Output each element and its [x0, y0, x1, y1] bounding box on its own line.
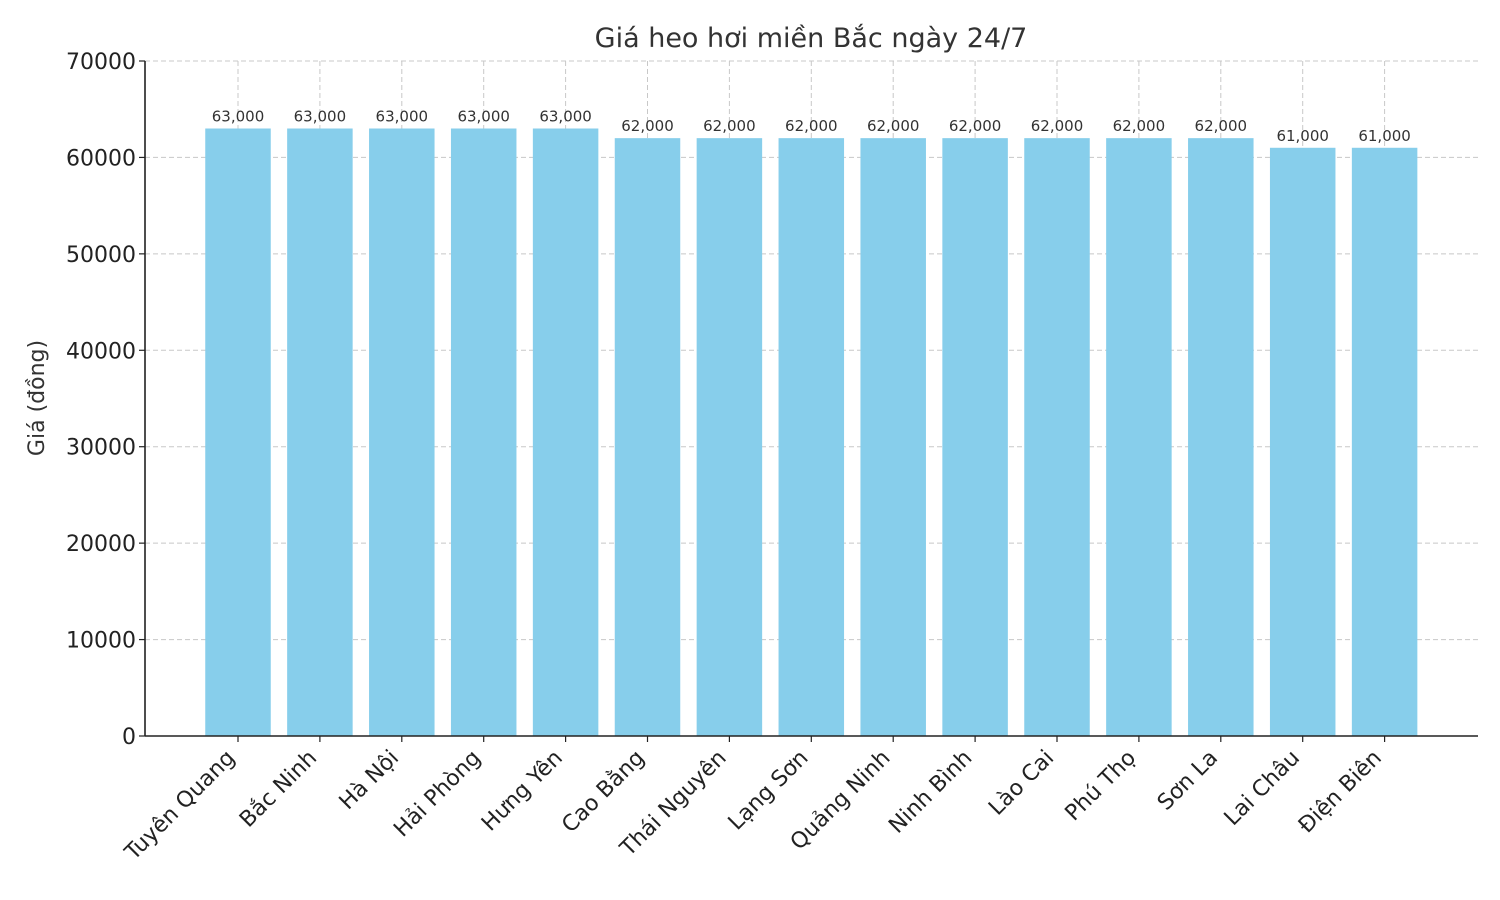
data-label: 62,000: [1113, 117, 1166, 135]
data-label: 62,000: [785, 117, 838, 135]
data-labels: 63,000 63,000 63,000 63,000 63,000 62,000 62,0…: [212, 108, 1411, 145]
y-tick-label: 20000: [66, 532, 136, 557]
bar: [614, 138, 681, 737]
data-label: 63,000: [539, 108, 592, 126]
bar: [205, 128, 271, 736]
x-tick-label: Lai Châu: [1220, 746, 1305, 831]
y-tick-label: 10000: [66, 629, 136, 654]
y-tick-label: 50000: [66, 243, 136, 268]
bar: [860, 138, 926, 737]
bar: [369, 128, 435, 736]
bar: [1188, 138, 1254, 737]
y-axis-label: Giá (đồng): [25, 340, 50, 456]
data-label: 62,000: [1031, 117, 1084, 135]
bar: [942, 138, 1008, 737]
data-label: 62,000: [621, 117, 674, 135]
data-label: 62,000: [703, 117, 756, 135]
bar: [1024, 138, 1090, 737]
chart-title: Giá heo hơi miền Bắc ngày 24/7: [595, 23, 1028, 54]
bar: [450, 128, 517, 736]
x-tick-label: Điện Biên: [1294, 746, 1387, 839]
bar: [696, 138, 763, 737]
y-tick-label: 60000: [66, 146, 136, 171]
x-tick-label: Ninh Bình: [884, 746, 977, 839]
data-label: 61,000: [1276, 127, 1329, 145]
data-label: 62,000: [949, 117, 1002, 135]
bar: [532, 128, 599, 736]
x-tick-label: Bắc Ninh: [235, 746, 322, 833]
x-tick-label: Lào Cai: [984, 746, 1059, 821]
bar: [778, 138, 845, 737]
y-tick-label: 0: [122, 725, 136, 750]
bar: [1351, 147, 1418, 737]
data-label: 63,000: [457, 108, 510, 126]
x-tick-label: Phú Thọ: [1061, 746, 1142, 827]
data-label: 63,000: [376, 108, 429, 126]
data-label: 62,000: [867, 117, 920, 135]
data-label: 61,000: [1358, 127, 1411, 145]
bar: [1106, 138, 1172, 737]
y-tick-label: 70000: [66, 50, 136, 75]
bars: [205, 128, 1418, 737]
y-tick-labels: 0 10000 20000 30000 40000 50000 60000 70000: [66, 50, 136, 750]
y-tick-label: 40000: [66, 339, 136, 364]
y-tick-label: 30000: [66, 436, 136, 461]
data-label: 63,000: [294, 108, 347, 126]
axes: [139, 60, 1478, 742]
bar: [287, 128, 353, 736]
bar: [1269, 147, 1336, 737]
x-tick-label: Tuyên Quang: [120, 746, 240, 866]
x-tick-label: Hải Phòng: [389, 746, 486, 843]
data-label: 62,000: [1195, 117, 1248, 135]
data-label: 63,000: [212, 108, 265, 126]
x-tick-label: Hưng Yên: [477, 746, 568, 837]
x-tick-label: Sơn La: [1153, 746, 1223, 816]
x-tick-label: Hà Nội: [335, 746, 404, 815]
